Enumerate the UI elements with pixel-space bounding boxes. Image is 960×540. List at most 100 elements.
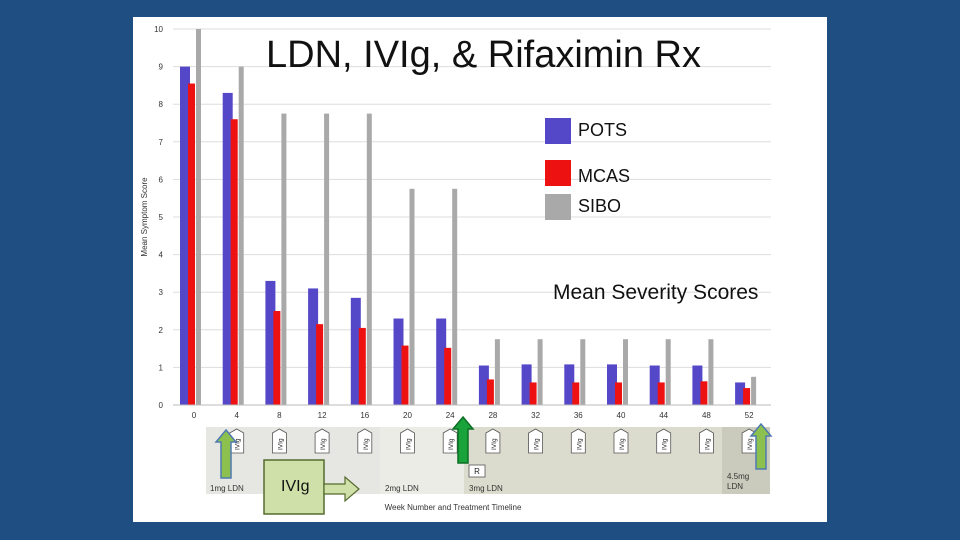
bar-sibo [409, 188, 415, 405]
x-tick-label: 24 [446, 411, 455, 420]
legend-swatch-sibo [545, 194, 571, 220]
ivig-tag-label: IVIg [406, 438, 413, 450]
bar-sibo [623, 339, 628, 405]
bar-pots [521, 364, 532, 405]
bar-mcas [444, 347, 452, 405]
x-tick-label: 28 [488, 411, 497, 420]
bar-mcas [615, 382, 622, 405]
bar-pots [478, 365, 489, 405]
ivig-tag-icon [613, 428, 629, 454]
timeline-phase-label: LDN [727, 482, 743, 491]
legend-swatch-mcas [545, 160, 571, 186]
bar-pots [265, 280, 276, 405]
gridlines [173, 28, 771, 406]
legend-swatch-pots [545, 118, 571, 144]
timeline-phase-label: 3mg LDN [469, 484, 503, 493]
bar-pots [222, 92, 233, 406]
bar-sibo [196, 29, 201, 405]
bar-pots [735, 382, 746, 405]
ivig-callout-label: IVIg [281, 478, 309, 495]
x-tick-label: 32 [531, 411, 540, 420]
y-tick-label: 6 [159, 175, 164, 184]
bar-mcas [401, 345, 409, 405]
ivig-tag-label: IVIg [320, 438, 327, 450]
bar-sibo [665, 339, 671, 405]
bar-sibo [281, 113, 287, 405]
y-tick-label: 8 [159, 100, 164, 109]
x-axis-title: Week Number and Treatment Timeline [385, 503, 522, 512]
bar-mcas [358, 327, 366, 405]
ivig-tag-label: IVIg [534, 438, 541, 450]
ivig-tag-icon [400, 428, 415, 454]
x-tick-label: 52 [745, 411, 754, 420]
bar-mcas [316, 324, 324, 405]
bar-sibo [708, 339, 714, 405]
bar-mcas [230, 119, 238, 406]
x-tick-label: 36 [574, 411, 583, 420]
ldn-increase-arrow-icon [749, 422, 773, 470]
rifaximin-box [468, 464, 486, 478]
legend-label-pots: POTS [578, 120, 628, 140]
y-tick-label: 9 [159, 63, 164, 72]
ivig-tag-label: IVIg [747, 438, 754, 450]
x-tick-label: 48 [702, 411, 711, 420]
ivig-tag-icon [485, 428, 501, 454]
ldn-start-arrow-icon [214, 428, 238, 479]
ivig-tag-icon [656, 428, 672, 454]
bars [180, 29, 757, 406]
ivig-tag-icon [570, 428, 586, 454]
bar-sibo [537, 339, 543, 405]
ivig-tag-icon [699, 428, 714, 454]
bar-mcas [572, 382, 580, 405]
ivig-tag-label: IVIg [363, 438, 370, 450]
timeline-phase-band [464, 427, 722, 494]
x-tick-label: 44 [659, 411, 668, 420]
y-tick-label: 5 [159, 213, 164, 222]
bar-pots [692, 365, 703, 405]
bar-pots [180, 66, 190, 405]
legend-label-mcas: MCAS [578, 166, 631, 186]
bar-pots [564, 364, 575, 405]
bar-pots [649, 365, 660, 405]
ivig-tag-label: IVIg [448, 438, 455, 450]
bar-sibo [238, 66, 244, 405]
x-tick-label: 20 [403, 411, 412, 420]
x-tick-label: 12 [318, 411, 327, 420]
bar-pots [436, 318, 447, 405]
x-tick-label: 40 [617, 411, 626, 420]
ivig-tag-label: IVIg [704, 438, 711, 450]
ivig-tag-label: IVIg [662, 438, 669, 450]
y-tick-label: 7 [159, 138, 164, 147]
timeline-phase-label: 1mg LDN [210, 484, 244, 493]
bar-mcas [743, 388, 751, 405]
bar-mcas [188, 83, 195, 406]
rifaximin-label: R [474, 467, 480, 476]
timeline-phase-label: 4.5mg [727, 472, 749, 481]
y-axis-title: Mean Symptom Score [140, 177, 149, 257]
ivig-tag-label: IVIg [619, 438, 626, 450]
ivig-tag-icon [357, 428, 373, 454]
y-tick-label: 1 [159, 363, 164, 372]
bar-sibo [452, 188, 458, 405]
bar-pots [607, 364, 617, 405]
rifaximin-start-arrow-icon [451, 415, 475, 464]
x-tick-label: 4 [234, 411, 239, 420]
bar-mcas [529, 382, 537, 405]
chart-title: LDN, IVIg, & Rifaximin Rx [266, 34, 701, 76]
bar-pots [393, 318, 404, 405]
chart-subtitle: Mean Severity Scores [553, 281, 759, 304]
x-tick-label: 16 [360, 411, 369, 420]
y-tick-label: 0 [159, 401, 164, 410]
x-tick-label: 8 [277, 411, 282, 420]
bar-mcas [486, 379, 494, 405]
bar-sibo [366, 113, 372, 405]
y-tick-label: 3 [159, 288, 164, 297]
ivig-tag-icon [528, 428, 543, 454]
ivig-tag-label: IVIg [491, 438, 498, 450]
ivig-tag-icon [272, 428, 287, 454]
ivig-tag-label: IVIg [235, 438, 242, 450]
bar-mcas [657, 382, 665, 405]
